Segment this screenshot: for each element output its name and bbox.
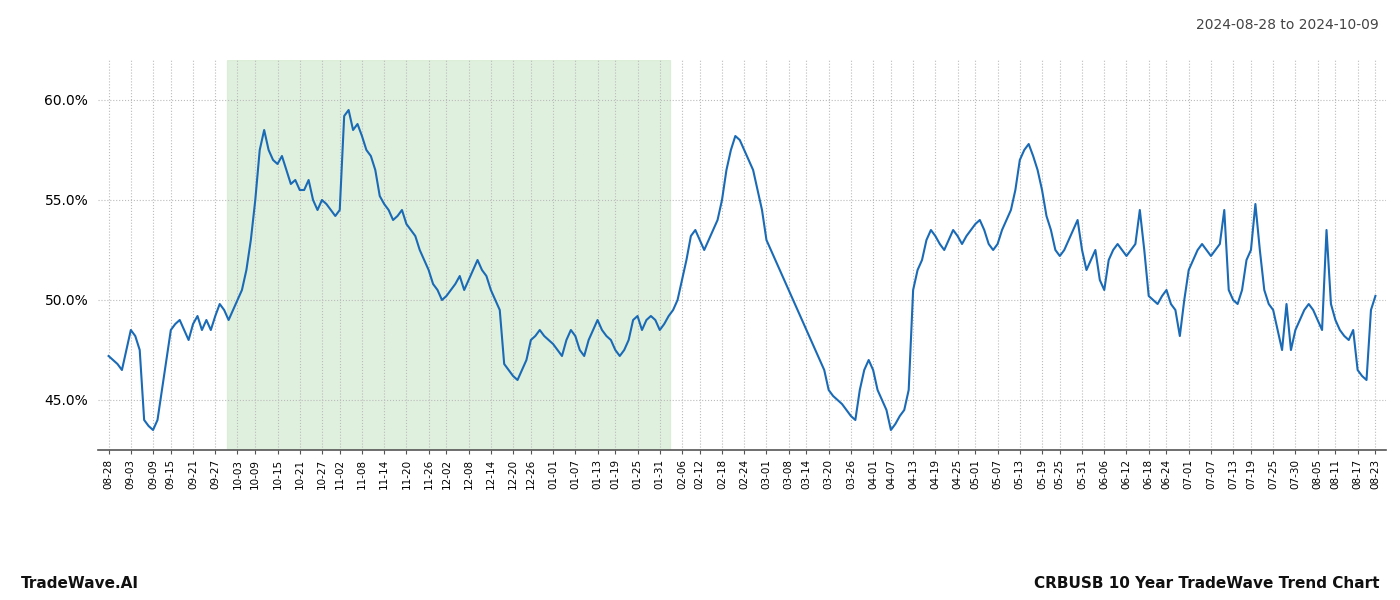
- Bar: [227, 60, 671, 450]
- Text: 2024-08-28 to 2024-10-09: 2024-08-28 to 2024-10-09: [1196, 18, 1379, 32]
- Text: CRBUSB 10 Year TradeWave Trend Chart: CRBUSB 10 Year TradeWave Trend Chart: [1033, 576, 1379, 591]
- Text: TradeWave.AI: TradeWave.AI: [21, 576, 139, 591]
